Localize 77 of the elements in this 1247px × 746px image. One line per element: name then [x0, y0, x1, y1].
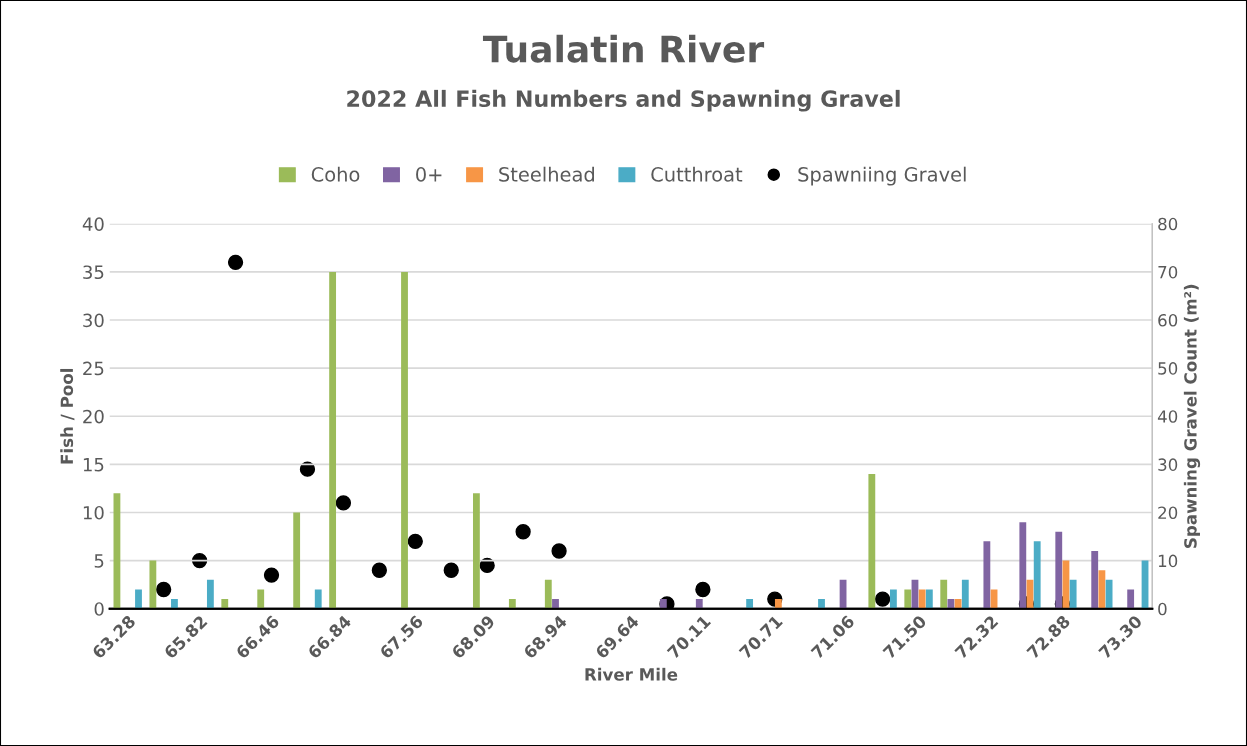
y-axis-title: Fish / Pool: [60, 368, 75, 464]
bar: [206, 579, 214, 609]
bar: [171, 599, 178, 609]
bar: [818, 599, 825, 609]
y2-tick-label: 20: [1158, 506, 1178, 520]
bar: [983, 541, 991, 609]
point: [371, 562, 387, 578]
bar: [961, 579, 969, 609]
point: [191, 552, 208, 569]
chart-subtitle: 2022 All Fish Numbers and Spawning Gravel: [347, 89, 900, 112]
bar: [1055, 531, 1063, 609]
bar: [695, 599, 703, 609]
legend-label: Spawniing Gravel: [798, 166, 966, 186]
bar: [868, 474, 876, 609]
bar: [544, 579, 552, 609]
point: [407, 533, 423, 550]
bar: [257, 589, 265, 609]
bar: [940, 579, 948, 609]
bar: [508, 599, 516, 609]
y-tick-label: 20: [83, 409, 104, 424]
bar: [1098, 570, 1106, 609]
y-tick-label: 30: [83, 313, 104, 328]
y2-tick-label: 80: [1158, 217, 1178, 231]
y-tick-label: 10: [83, 505, 104, 520]
y2-tick-label: 70: [1158, 265, 1178, 279]
bar: [314, 589, 322, 609]
bar: [1105, 579, 1113, 609]
bar: [954, 599, 962, 609]
bar: [1033, 541, 1041, 609]
y2-tick-label: 40: [1157, 410, 1178, 423]
bar: [746, 599, 754, 609]
bar: [293, 512, 301, 609]
point: [156, 581, 172, 598]
bar: [1091, 551, 1099, 609]
bar: [552, 599, 559, 609]
y2-tick-label: 0: [1158, 602, 1167, 616]
bar: [904, 589, 912, 609]
bar: [135, 589, 142, 609]
y2-tick-label: 30: [1158, 458, 1178, 471]
point: [874, 591, 891, 607]
legend-label: Steelhead: [499, 166, 594, 182]
bar: [329, 271, 337, 609]
y2-tick-label: 10: [1158, 554, 1178, 568]
y-tick-label: 25: [83, 361, 104, 376]
bar: [1127, 589, 1135, 609]
y-tick-label: 15: [83, 458, 104, 472]
legend-label: Coho: [311, 166, 360, 182]
bar: [925, 589, 933, 609]
bar: [774, 599, 782, 609]
point: [515, 524, 531, 540]
point: [335, 495, 352, 511]
y-tick-label: 5: [94, 554, 104, 568]
y2-axis-title: Spawning Gravel Count (m²): [1183, 284, 1201, 548]
y-tick-label: 35: [83, 265, 104, 280]
point: [299, 461, 316, 477]
bar: [1069, 579, 1077, 609]
point: [263, 567, 280, 583]
y2-tick-label: 60: [1158, 314, 1178, 327]
bar: [1019, 522, 1027, 609]
bar: [889, 589, 897, 609]
legend-label: 0+: [416, 167, 442, 182]
y2-tick-label: 50: [1158, 362, 1178, 375]
x-axis-title: River Mile: [585, 667, 678, 681]
y-tick-label: 40: [82, 217, 104, 231]
bar: [149, 560, 157, 609]
point: [479, 557, 495, 574]
legend-label: Cutthroat: [651, 166, 743, 182]
point: [443, 562, 459, 578]
bar: [918, 589, 926, 609]
point: [227, 254, 244, 270]
y-tick-label: 0: [94, 602, 104, 616]
bar: [221, 599, 229, 609]
bar: [401, 271, 408, 609]
point: [695, 581, 711, 598]
chart-title: Tualatin River: [482, 34, 765, 63]
point: [551, 543, 567, 559]
bar: [472, 493, 480, 609]
